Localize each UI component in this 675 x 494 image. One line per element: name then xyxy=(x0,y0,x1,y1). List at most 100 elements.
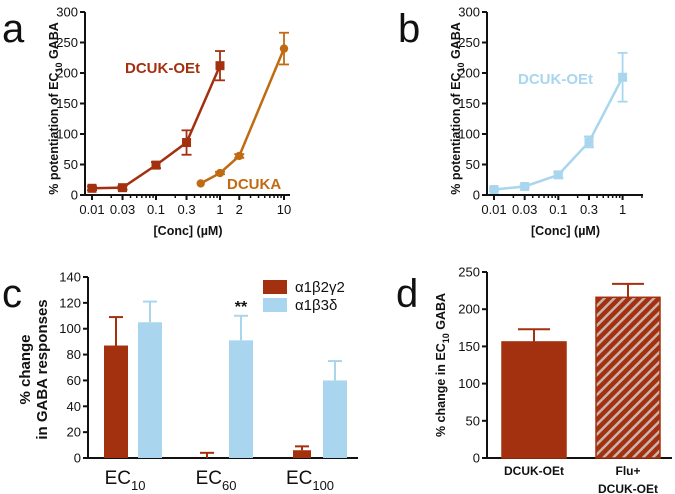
x-category-label: EC60 xyxy=(196,468,237,493)
panel-label: b xyxy=(398,7,420,51)
x-tick-label: 10 xyxy=(277,202,291,217)
category-subscript: 100 xyxy=(312,478,334,493)
bar xyxy=(293,450,311,458)
data-point xyxy=(235,151,244,161)
y-tick-label: 150 xyxy=(458,96,480,111)
x-tick-label: 0.03 xyxy=(512,202,537,217)
data-point xyxy=(584,137,594,147)
data-point xyxy=(618,72,628,82)
data-point xyxy=(520,181,530,191)
panel-c: c 0 20 40 60 80 100 120 140 % changein GABA respo… xyxy=(2,270,358,493)
series-label: DCUK-OEt xyxy=(125,60,200,77)
y-axis-label-subscript: 10 xyxy=(441,333,451,343)
y-tick-label: 20 xyxy=(67,425,81,440)
y-axis-label-text: % potentiation of EC xyxy=(47,73,61,195)
bar xyxy=(138,322,162,458)
bar-hatched xyxy=(595,296,661,459)
category-subscript: 10 xyxy=(131,478,145,493)
y-tick-label: 300 xyxy=(458,5,480,20)
y-axis-label: % changein GABA responses xyxy=(17,299,51,439)
y-tick-label: 80 xyxy=(67,347,81,362)
y-axis-label-text: % potentiation of EC xyxy=(449,73,463,195)
series-label: DCUK-OEt xyxy=(518,71,593,88)
x-category-label: DCUK-OEt xyxy=(504,464,564,478)
category-main: EC xyxy=(196,468,222,489)
y-tick-label: 50 xyxy=(466,413,480,428)
legend-label: α1β3δ xyxy=(295,297,337,314)
y-tick-label: 150 xyxy=(56,96,78,111)
y-tick-label: 0 xyxy=(473,188,480,203)
data-point xyxy=(215,61,225,71)
y-tick-label: 0 xyxy=(71,188,78,203)
y-tick-label: 60 xyxy=(67,373,81,388)
y-tick-label: 100 xyxy=(59,321,81,336)
legend-swatch xyxy=(263,298,287,312)
y-tick-label: 200 xyxy=(458,66,480,81)
y-axis-label-subscript: 10 xyxy=(54,63,64,73)
panel-d: d 0 50 100 150 200 250 % change in EC10 GABA DCU… xyxy=(396,265,672,494)
y-axis-label-text: GABA xyxy=(449,22,463,62)
x-tick-label: 0.1 xyxy=(147,202,165,217)
y-axis-label: % change in EC10 GABA xyxy=(434,293,451,437)
y-tick-label: 200 xyxy=(458,302,480,317)
y-tick-label: 200 xyxy=(56,66,78,81)
y-tick-label: 250 xyxy=(458,35,480,50)
series-line xyxy=(91,65,222,190)
bar xyxy=(229,340,253,458)
y-tick-label: 100 xyxy=(458,127,480,142)
data-point xyxy=(489,185,499,195)
data-point xyxy=(151,160,161,170)
panel-a: a 0 50 100 150 200 250 300 0.01 0.03 0.1 0.3 1 2 10 [Co… xyxy=(2,5,291,239)
x-tick-label: 0.01 xyxy=(481,202,506,217)
y-axis-label-text: % change in EC xyxy=(434,343,448,437)
panel-label: c xyxy=(2,272,22,316)
panel-label: a xyxy=(2,7,25,51)
y-axis-label-text: GABA xyxy=(434,293,448,333)
y-tick-label: 300 xyxy=(56,5,78,20)
data-point xyxy=(196,179,205,188)
y-tick-label: 150 xyxy=(458,339,480,354)
x-tick-label: 0.01 xyxy=(79,202,104,217)
y-tick-label: 100 xyxy=(56,127,78,142)
y-tick-label: 250 xyxy=(56,35,78,50)
y-tick-label: 100 xyxy=(458,376,480,391)
panel-label: d xyxy=(396,272,418,316)
x-tick-label: 1 xyxy=(216,202,223,217)
y-tick-label: 0 xyxy=(74,451,81,466)
data-point xyxy=(553,170,563,180)
y-tick-label: 140 xyxy=(59,270,81,285)
x-tick-label: 0.1 xyxy=(549,202,567,217)
y-tick-label: 50 xyxy=(466,157,480,172)
legend-label: α1β2γ2 xyxy=(295,279,345,296)
bar xyxy=(501,341,567,459)
y-axis-label-subscript: 10 xyxy=(456,63,466,73)
data-point xyxy=(279,44,289,53)
y-tick-label: 120 xyxy=(59,295,81,310)
x-category-label: EC10 xyxy=(105,468,146,493)
category-main: EC xyxy=(105,468,131,489)
y-tick-label: 250 xyxy=(458,265,480,280)
bar xyxy=(323,380,347,458)
series-line xyxy=(200,48,286,185)
x-axis-label: [Conc] (µM) xyxy=(154,224,223,238)
legend-swatch xyxy=(263,280,287,294)
data-point xyxy=(118,183,128,193)
y-axis-label-line: % change xyxy=(17,334,34,404)
y-axis-label-text: GABA xyxy=(47,22,61,62)
series-label: DCUKA xyxy=(227,176,281,193)
bar xyxy=(104,345,128,458)
x-tick-label: 0.03 xyxy=(110,202,135,217)
y-axis-label: % potentiation of EC10 GABA xyxy=(47,22,64,195)
y-axis-label-line: in GABA responses xyxy=(34,299,51,439)
y-tick-label: 0 xyxy=(473,451,480,466)
data-point xyxy=(215,168,225,178)
category-main: EC xyxy=(286,468,312,489)
significance-marker: ** xyxy=(235,299,248,316)
data-point xyxy=(87,183,97,193)
x-tick-label: 1 xyxy=(619,202,626,217)
category-subscript: 60 xyxy=(222,478,236,493)
data-point xyxy=(182,138,192,148)
x-tick-label: 0.3 xyxy=(580,202,598,217)
x-category-label: DCUK-OEt xyxy=(598,482,658,494)
